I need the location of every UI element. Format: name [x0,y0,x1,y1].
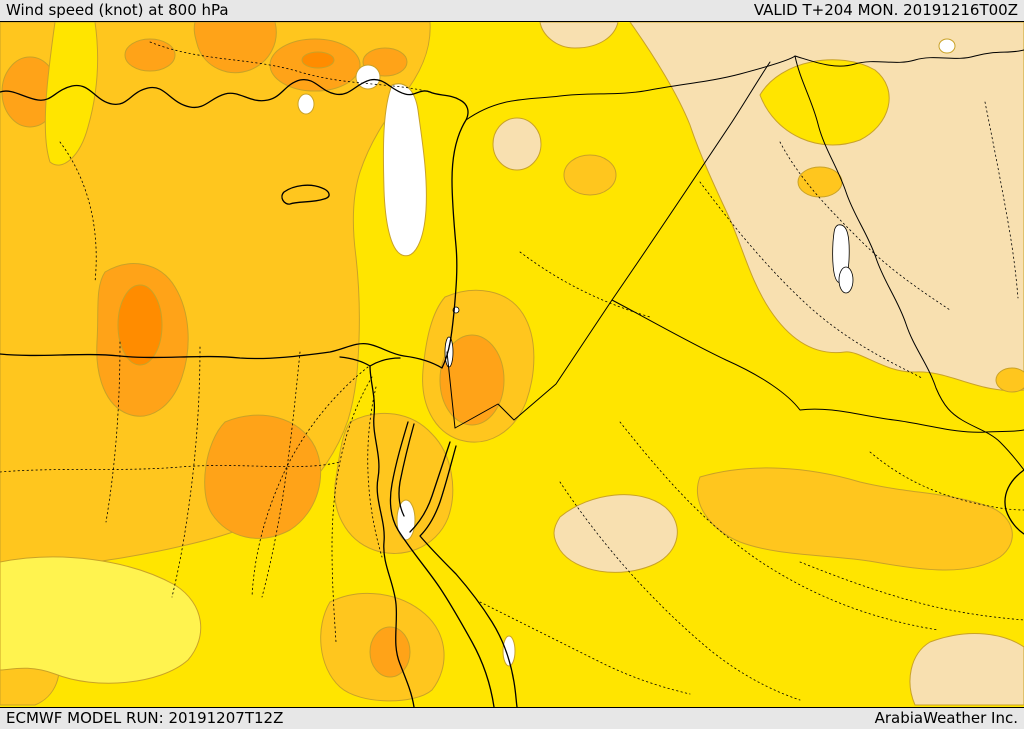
admin-boundary [331,376,373,643]
wind-contour-region [369,626,411,678]
admin-boundary [367,386,383,558]
nile-river [369,365,415,707]
attribution-label: ArabiaWeather Inc. [874,709,1018,727]
gulf-of-suez-red-sea-west-shore [389,421,495,707]
wind-band-light-yellow-layer [0,556,202,684]
admin-boundary [171,346,201,598]
persian-gulf-coast [1004,469,1024,535]
wind-band-yellow-island-layer [44,22,890,166]
wind-contour-region [563,154,617,196]
jordan-saudi-border [454,299,613,429]
admin-boundary [0,461,341,473]
wind-contour-region [938,38,956,54]
wind-band-cream-layer [492,22,1024,706]
mediterranean-levant-turkey-coast [0,78,469,369]
wind-contour-region [439,334,505,426]
egypt-israel-border [446,351,456,429]
wind-contour-region [759,59,890,146]
wind-contour-region [117,284,163,366]
wind-band-deep-orange-layer [117,51,335,366]
coastline-layer [0,78,1024,707]
wind-contour-region [382,83,427,257]
admin-boundary [105,341,121,523]
admin-boundary [779,141,951,311]
wind-contour-region [301,51,335,69]
wind-contour-region [797,166,843,198]
wind-contour-region [995,367,1024,393]
admin-boundary [619,421,939,631]
gulf-of-aqaba-west-shore [409,441,451,533]
admin-boundary [479,601,691,695]
wind-contour-region [297,93,315,115]
admin-boundary [869,451,1024,511]
admin-boundary [519,251,651,318]
map-title: Wind speed (knot) at 800 hPa [6,1,229,19]
lakes-layer [444,224,854,368]
admin-boundary [59,141,97,283]
admin-boundaries-layer [0,41,1024,701]
lake-razzaza [838,266,854,294]
turkey-southern-border [465,49,1024,121]
wind-contour-region [502,635,516,667]
cyprus-coast [281,184,330,205]
wind-contour-region [696,467,1013,571]
wind-contour-region [193,22,277,74]
map-valid-time: VALID T+204 MON. 20191216T00Z [753,1,1018,19]
admin-boundary [149,41,437,95]
nile-delta-branch [339,356,401,367]
gulf-of-aqaba-red-sea-east-shore [419,445,518,707]
wind-contour-region [0,22,431,576]
admin-boundary [799,561,1024,621]
wind-speed-map [0,22,1024,707]
wind-contour-region [0,556,202,684]
wind-contour-region [396,499,416,541]
wind-contour-region [204,414,322,539]
wind-contour-region [334,412,454,554]
wind-contour-region [492,117,542,171]
wind-contour-region [539,22,619,49]
admin-boundary [251,366,369,598]
admin-boundary [984,101,1019,299]
wind-contour-region [553,494,678,573]
model-run-label: ECMWF MODEL RUN: 20191207T12Z [6,709,284,727]
map-footer: ECMWF MODEL RUN: 20191207T12Z ArabiaWeat… [0,707,1024,729]
wind-contour-region [629,22,1024,392]
wind-contour-region [44,22,99,166]
map-canvas [0,22,1024,707]
admin-boundary [559,481,801,701]
map-header: Wind speed (knot) at 800 hPa VALID T+204… [0,0,1024,22]
syria-iraq-border [611,61,771,301]
admin-boundary [261,351,301,598]
saudi-iraq-border [611,299,1024,433]
dead-sea [444,336,454,368]
admin-boundary [699,181,923,379]
wind-contour-region [124,38,176,72]
border-layer [446,49,1024,471]
gulf-of-suez-east-shore [398,423,415,517]
wind-contour-region [909,633,1024,706]
wind-band-amber-layer [0,22,1024,706]
